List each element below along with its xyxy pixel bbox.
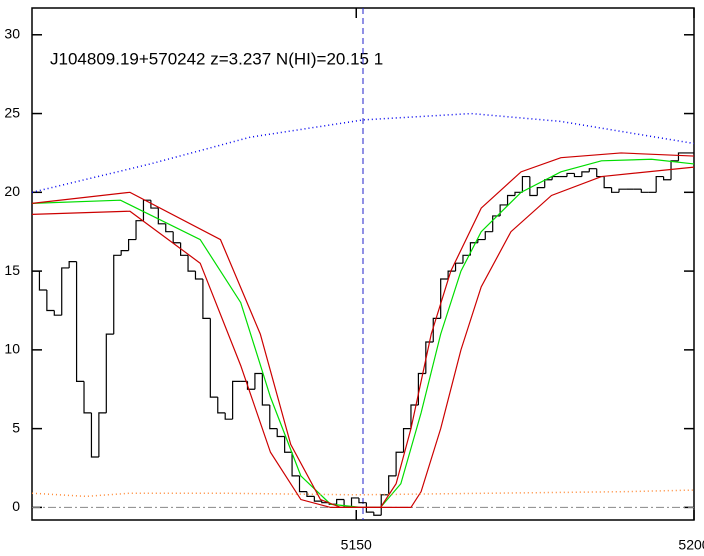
flux-step (388, 475, 397, 495)
flux-step (492, 215, 501, 232)
flux-step (514, 191, 523, 196)
flux-step (596, 168, 605, 178)
flux-step (202, 278, 211, 319)
flux-step (336, 498, 345, 505)
flux-step (113, 254, 122, 335)
series-line (32, 152, 694, 508)
flux-step (544, 179, 553, 188)
flux-step (350, 497, 359, 508)
flux-step (172, 231, 181, 244)
flux-step (142, 199, 151, 221)
flux-step (180, 242, 189, 256)
flux-step (581, 171, 590, 177)
flux-step (284, 436, 293, 453)
flux-step (573, 173, 582, 178)
flux-step (127, 238, 137, 251)
flux-step (677, 152, 694, 161)
flux-step (588, 168, 597, 172)
flux-step (536, 186, 545, 196)
flux-step (187, 255, 196, 272)
flux-step (98, 412, 107, 457)
x-tick-label: 5150 (341, 537, 372, 553)
flux-step (618, 188, 627, 193)
flux-step (194, 271, 203, 280)
flux-step (120, 250, 129, 256)
flux-step (209, 318, 218, 398)
flux-step (655, 175, 664, 193)
flux-step (529, 176, 538, 197)
flux-step (551, 175, 560, 180)
flux-step (432, 317, 441, 342)
series-line (32, 158, 694, 508)
flux-step (68, 261, 77, 268)
flux-step (365, 502, 374, 513)
flux-step (38, 271, 47, 291)
flux-step (425, 341, 434, 374)
flux-step (313, 496, 322, 502)
chart-title: J104809.19+570242 z=3.237 N(HI)=20.15 1 (50, 49, 383, 68)
x-tick-label: 5200 (678, 537, 704, 553)
series-line (32, 166, 694, 508)
flux-step (105, 333, 114, 413)
flux-step (454, 262, 463, 272)
y-tick-label: 5 (12, 419, 20, 435)
flux-step (90, 412, 99, 458)
flux-step (135, 220, 144, 240)
flux-step (447, 270, 456, 279)
flux-step (373, 512, 382, 516)
flux-step (269, 404, 278, 430)
flux-step (462, 254, 471, 264)
flux-step (306, 491, 315, 497)
flux-step (165, 223, 174, 233)
y-tick-label: 25 (4, 104, 20, 120)
flux-step (640, 189, 649, 193)
y-tick-label: 20 (4, 183, 20, 199)
flux-step (75, 261, 85, 382)
flux-step (610, 187, 620, 193)
flux-step (506, 194, 515, 205)
flux-step (484, 231, 493, 240)
y-tick-label: 30 (4, 25, 20, 41)
flux-step (261, 373, 270, 406)
flux-step (254, 372, 263, 390)
flux-step (217, 397, 226, 414)
flux-step (521, 175, 530, 193)
flux-step (83, 381, 92, 414)
flux-step (402, 428, 411, 453)
flux-step (53, 310, 62, 316)
flux-step (321, 501, 330, 504)
flux-step (232, 380, 241, 420)
flux-step (298, 475, 307, 493)
series-line (32, 489, 694, 498)
flux-step (477, 238, 486, 243)
flux-step (380, 494, 389, 516)
y-tick-label: 15 (4, 262, 20, 278)
flux-step (46, 289, 55, 312)
flux-step (566, 172, 575, 177)
flux-step (663, 176, 672, 181)
y-tick-label: 10 (4, 341, 20, 357)
flux-step (157, 208, 166, 225)
flux-step (670, 160, 679, 180)
flux-step (358, 497, 367, 504)
flux-step (395, 451, 404, 476)
flux-step (603, 176, 612, 189)
flux-step (276, 428, 285, 438)
y-tick-label: 0 (12, 498, 20, 514)
flux-step (291, 452, 300, 477)
flux-step (224, 412, 233, 420)
flux-step (61, 267, 70, 316)
